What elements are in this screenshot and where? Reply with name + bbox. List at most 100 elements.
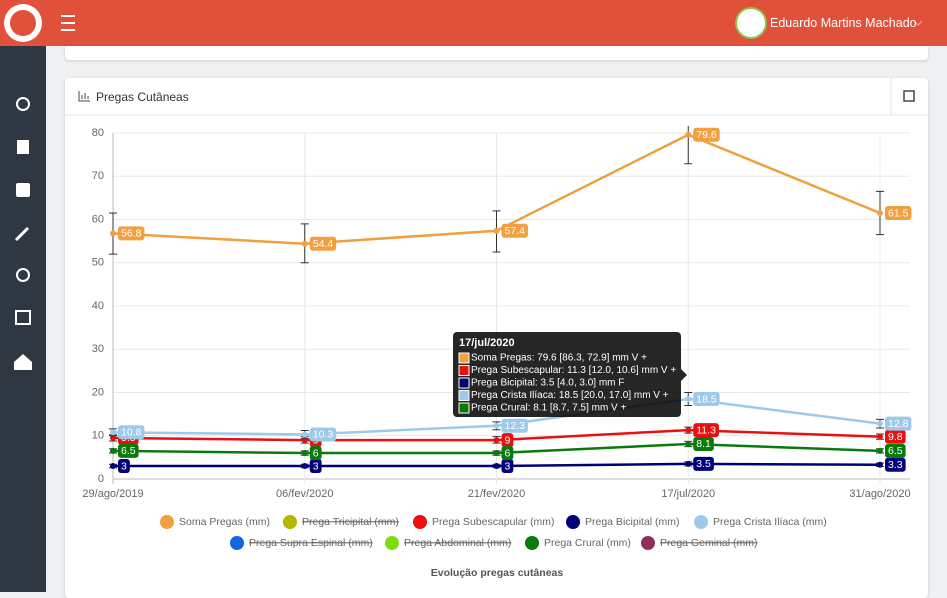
data-label: 6.5 bbox=[118, 443, 139, 458]
data-label: 3.3 bbox=[885, 457, 906, 472]
data-label-text: 3 bbox=[121, 460, 127, 472]
tooltip-caret bbox=[681, 369, 687, 381]
legend-swatch[interactable] bbox=[385, 536, 399, 550]
data-label-bg bbox=[309, 459, 322, 474]
data-label-text: 3 bbox=[313, 460, 319, 472]
data-label-bg bbox=[309, 236, 337, 251]
data-point bbox=[685, 440, 692, 447]
data-label-bg bbox=[309, 427, 337, 442]
legend-label[interactable]: Soma Pregas (mm) bbox=[179, 516, 270, 528]
menu-toggle-line bbox=[61, 29, 75, 31]
data-label: 6 bbox=[309, 446, 322, 461]
legend-label[interactable]: Prega Bicipital (mm) bbox=[585, 516, 680, 528]
data-label-bg bbox=[501, 459, 514, 474]
data-label-bg bbox=[693, 456, 714, 471]
data-label-bg bbox=[501, 223, 528, 238]
tooltip-swatch bbox=[458, 352, 470, 364]
dropdown-caret[interactable] bbox=[913, 20, 923, 26]
legend-label[interactable]: Prega Crural (mm) bbox=[544, 537, 631, 549]
legend-swatch[interactable] bbox=[413, 515, 427, 529]
chart-icon bbox=[78, 91, 90, 102]
legend-label[interactable]: Prega Geminal (mm) bbox=[660, 537, 757, 549]
data-label: 10.8 bbox=[118, 425, 145, 440]
data-point bbox=[877, 461, 883, 468]
plot-area bbox=[109, 126, 884, 470]
save-button[interactable] bbox=[903, 90, 915, 102]
y-tick-label: 10 bbox=[92, 430, 104, 442]
data-label-text: 8.1 bbox=[696, 438, 711, 450]
data-label-text: 10.8 bbox=[121, 427, 142, 439]
data-label: 79.6 bbox=[693, 127, 720, 142]
data-label-text: 12.3 bbox=[505, 420, 526, 432]
legend-label[interactable]: Prega Tricipital (mm) bbox=[302, 516, 399, 528]
data-label-text: 3 bbox=[505, 460, 511, 472]
legend-label[interactable]: Prega Abdominal (mm) bbox=[404, 537, 511, 549]
data-label-text: 3.3 bbox=[888, 459, 903, 471]
legend-label[interactable]: Prega Subescapular (mm) bbox=[432, 516, 555, 528]
data-point bbox=[877, 420, 883, 427]
icon-food[interactable] bbox=[17, 140, 29, 154]
data-label: 3 bbox=[118, 459, 130, 474]
tooltip-swatch bbox=[458, 377, 470, 389]
y-tick-label: 70 bbox=[92, 170, 104, 182]
y-tick-label: 80 bbox=[92, 127, 104, 139]
icon-scale[interactable] bbox=[16, 183, 30, 197]
legend-swatch[interactable] bbox=[525, 536, 539, 550]
data-label-bg bbox=[693, 127, 720, 142]
data-label: 57.4 bbox=[501, 223, 528, 238]
icon-user[interactable] bbox=[16, 268, 30, 282]
data-label-bg bbox=[118, 425, 145, 440]
data-label: 56.8 bbox=[118, 226, 145, 241]
data-label-text: 6.5 bbox=[121, 445, 136, 457]
legend-swatch[interactable] bbox=[160, 515, 174, 529]
data-point bbox=[110, 447, 116, 454]
legend-swatch[interactable] bbox=[566, 515, 580, 529]
data-label-text: 9 bbox=[505, 434, 511, 446]
menu-toggle[interactable] bbox=[61, 15, 75, 17]
card-title: Pregas Cutâneas bbox=[96, 90, 189, 104]
legend-label[interactable]: Prega Supra Espinal (mm) bbox=[249, 537, 373, 549]
data-label: 54.4 bbox=[309, 236, 337, 251]
data-label: 12.8 bbox=[885, 416, 912, 431]
data-label: 18.5 bbox=[693, 391, 720, 406]
data-point bbox=[685, 395, 692, 402]
icon-calendar[interactable] bbox=[15, 310, 31, 325]
data-label-text: 54.4 bbox=[313, 238, 334, 250]
x-tick-label: 21/fev/2020 bbox=[468, 488, 526, 500]
data-point bbox=[685, 460, 692, 467]
data-label-text: 3.5 bbox=[696, 458, 711, 470]
data-label-text: 79.6 bbox=[696, 129, 717, 141]
legend-swatch[interactable] bbox=[230, 536, 244, 550]
header-icons bbox=[4, 4, 923, 42]
data-label-bg bbox=[693, 436, 714, 451]
avatar[interactable] bbox=[735, 7, 767, 39]
user-name[interactable]: Eduardo Martins Machado bbox=[770, 16, 917, 30]
data-label: 61.5 bbox=[885, 206, 912, 221]
legend-swatch[interactable] bbox=[694, 515, 708, 529]
data-label-bg bbox=[885, 416, 912, 431]
data-label-bg bbox=[118, 459, 130, 474]
data-label: 6 bbox=[501, 446, 514, 461]
icon-stethoscope[interactable] bbox=[16, 97, 30, 111]
icon-wrench[interactable] bbox=[14, 226, 30, 242]
data-label: 9 bbox=[501, 433, 514, 448]
data-point bbox=[877, 433, 883, 440]
data-point bbox=[301, 240, 308, 247]
legend-swatch[interactable] bbox=[641, 536, 655, 550]
data-point bbox=[877, 447, 883, 454]
data-label: 3.5 bbox=[693, 456, 714, 471]
legend-label[interactable]: Prega Crista Ilíaca (mm) bbox=[713, 516, 827, 528]
data-label-bg bbox=[501, 446, 514, 461]
data-point bbox=[301, 431, 308, 438]
y-tick-label: 0 bbox=[98, 473, 104, 485]
sidebar bbox=[0, 46, 46, 592]
data-label-bg bbox=[501, 433, 514, 448]
tooltip-bg bbox=[453, 332, 681, 417]
tooltip-swatch bbox=[458, 390, 470, 401]
data-label-text: 56.8 bbox=[121, 228, 142, 240]
y-tick-label: 40 bbox=[92, 300, 104, 312]
legend-swatch[interactable] bbox=[283, 515, 297, 529]
icon-home[interactable] bbox=[14, 354, 32, 370]
y-tick-label: 60 bbox=[92, 213, 104, 225]
y-tick-label: 20 bbox=[92, 386, 104, 398]
